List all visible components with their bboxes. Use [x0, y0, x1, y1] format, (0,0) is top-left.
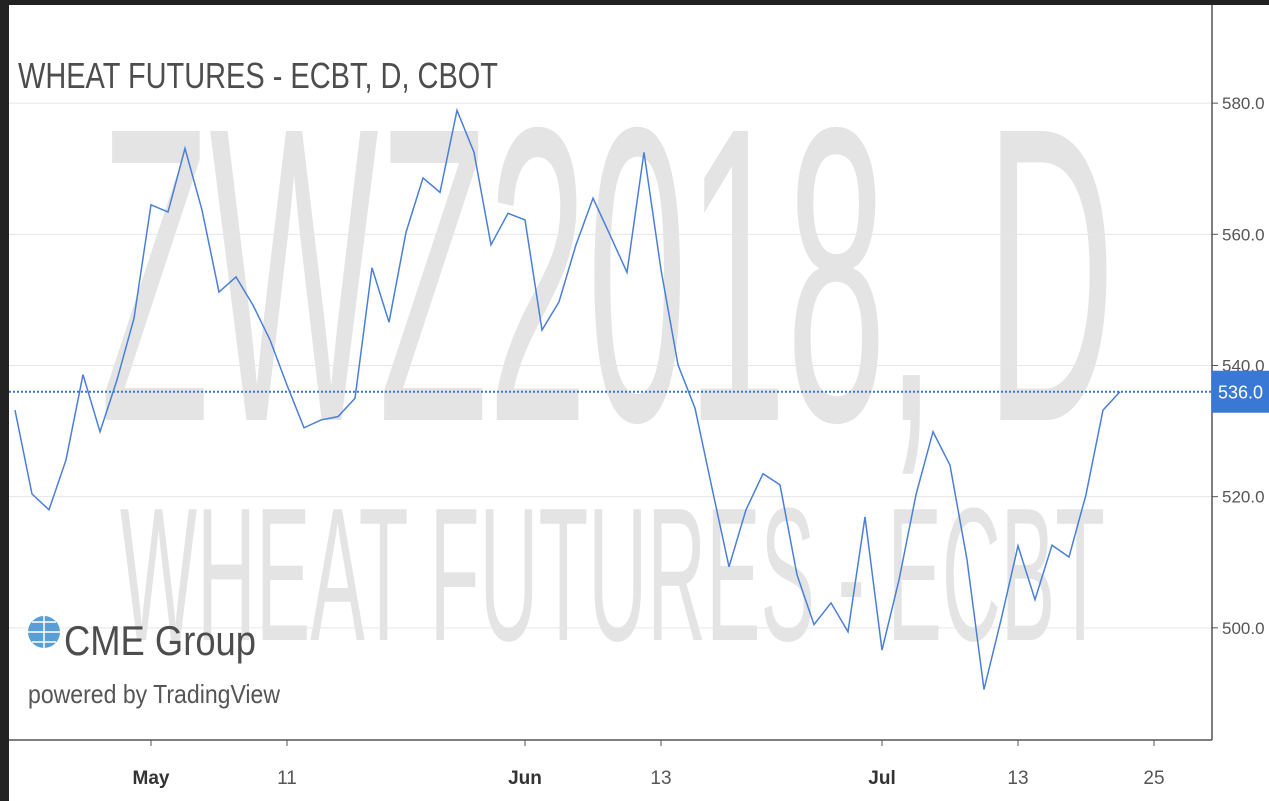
y-tick-label: 520.0: [1222, 488, 1265, 507]
x-tick-label: 11: [277, 768, 297, 789]
y-tick-label: 580.0: [1222, 94, 1265, 113]
top-border: [0, 0, 1269, 5]
x-tick-label: Jul: [868, 768, 895, 789]
logo-subtitle: powered by TradingView: [28, 679, 280, 709]
plot-layer: [9, 107, 1212, 690]
logo: CME Group powered by TradingView: [28, 616, 280, 709]
logo-globe-lines: [28, 616, 60, 648]
x-tick-label: 25: [1143, 768, 1164, 789]
x-tick-label: May: [133, 768, 170, 789]
price-line: [14, 107, 1121, 690]
watermark: ZWZ2018, D: [100, 41, 1115, 510]
x-tick-label: 13: [650, 768, 671, 789]
x-tick-label: Jun: [508, 768, 542, 789]
watermark-layer: ZWZ2018, D WHEAT FUTURES - ECBT: [100, 41, 1115, 681]
left-border: [0, 0, 9, 801]
x-tick-label: 13: [1007, 768, 1028, 789]
y-tick-label: 500.0: [1222, 619, 1265, 638]
last-price-label: 536.0: [1218, 383, 1263, 403]
logo-text: CME Group: [64, 617, 256, 664]
chart-title: WHEAT FUTURES - ECBT, D, CBOT: [18, 55, 498, 96]
last-price-box: [1212, 370, 1269, 413]
watermark-subtitle: WHEAT FUTURES - ECBT: [120, 469, 1105, 681]
y-tick-label: 560.0: [1222, 225, 1265, 244]
